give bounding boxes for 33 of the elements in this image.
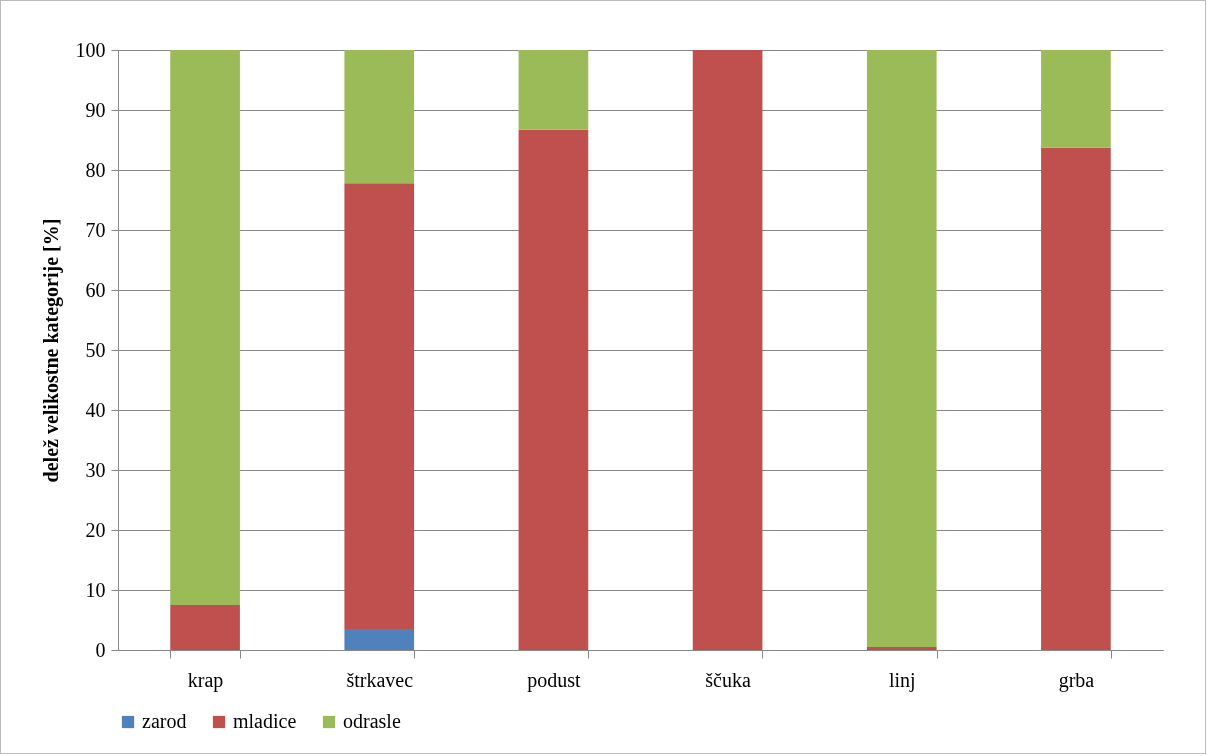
- bar: [518, 50, 589, 130]
- y-tick-label: 40: [85, 398, 106, 421]
- y-tick-label: 50: [85, 338, 106, 361]
- bar: [692, 50, 763, 650]
- y-axis-title: delež velikostne kategorije [%]: [39, 218, 63, 483]
- x-tick-label: podust: [527, 668, 582, 692]
- legend-label: zarod: [142, 710, 187, 732]
- x-tick-label: grba: [1058, 668, 1095, 692]
- bar: [518, 129, 589, 650]
- x-tick-label: krap: [187, 668, 224, 692]
- y-tick-label: 80: [85, 158, 106, 181]
- x-tick-label: štrkavec: [346, 668, 414, 691]
- bar: [344, 629, 415, 650]
- y-tick-label: 60: [85, 278, 106, 301]
- y-tick-label: 70: [85, 218, 106, 241]
- y-tick-label: 0: [95, 638, 106, 661]
- bar: [170, 50, 240, 605]
- y-tick-label: 90: [85, 98, 106, 121]
- x-tick-label: ščuka: [705, 668, 751, 691]
- y-tick-label: 100: [75, 38, 106, 61]
- y-tick-label: 20: [85, 518, 106, 541]
- legend-label: mladice: [233, 710, 297, 732]
- x-tick-label: linj: [888, 668, 916, 692]
- bar: [344, 183, 415, 629]
- legend-label: odrasle: [343, 710, 401, 732]
- y-tick-label: 30: [85, 458, 106, 481]
- bar: [1041, 147, 1111, 650]
- y-tick-label: 10: [85, 578, 106, 601]
- bar: [866, 50, 937, 647]
- bar: [1041, 50, 1111, 148]
- bar: [344, 50, 415, 184]
- bar: [866, 647, 937, 650]
- bar: [170, 605, 240, 650]
